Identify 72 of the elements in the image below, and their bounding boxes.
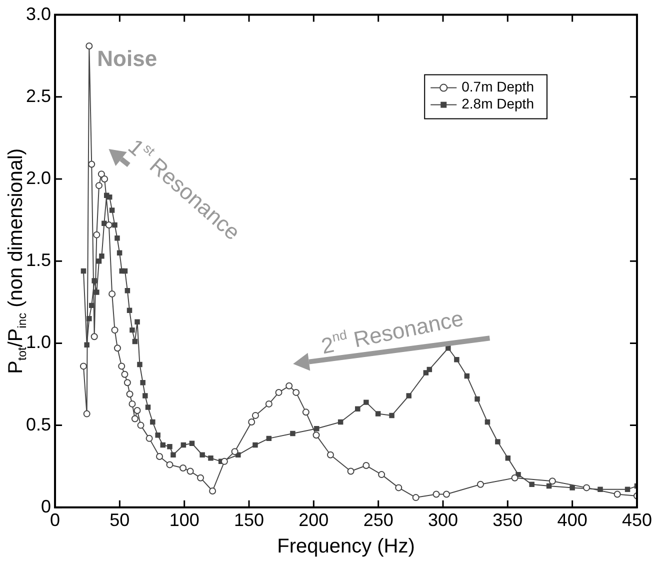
point bbox=[326, 451, 334, 458]
point bbox=[286, 382, 293, 390]
point bbox=[477, 480, 484, 488]
point bbox=[220, 458, 228, 465]
y-tick-label: 0.5 bbox=[26, 414, 52, 434]
point bbox=[131, 415, 138, 422]
point bbox=[186, 468, 194, 475]
point bbox=[126, 390, 134, 398]
x-tick-label: 100 bbox=[169, 510, 200, 530]
point bbox=[180, 464, 187, 472]
point bbox=[128, 400, 136, 408]
y-tick-label: 2.5 bbox=[26, 86, 52, 106]
point bbox=[108, 290, 116, 298]
annotation: Noise bbox=[97, 46, 158, 71]
legend-label: 2.8m Depth bbox=[462, 96, 534, 112]
point bbox=[362, 462, 370, 470]
point bbox=[312, 432, 320, 439]
y-tick-label: 0 bbox=[41, 496, 52, 516]
point bbox=[121, 370, 128, 378]
point bbox=[80, 362, 87, 370]
point bbox=[583, 484, 590, 492]
point bbox=[347, 468, 354, 475]
point bbox=[166, 461, 174, 468]
point bbox=[93, 231, 100, 238]
x-tick-label: 50 bbox=[110, 510, 130, 530]
point bbox=[156, 453, 164, 460]
point bbox=[511, 474, 518, 482]
y-tick-label: 2.0 bbox=[26, 168, 52, 188]
point bbox=[197, 474, 204, 482]
point bbox=[124, 379, 131, 386]
point bbox=[252, 412, 259, 419]
point bbox=[101, 176, 108, 182]
point bbox=[442, 490, 450, 498]
x-tick-label: 200 bbox=[298, 510, 329, 530]
point bbox=[395, 484, 402, 492]
point bbox=[292, 388, 300, 396]
point bbox=[378, 471, 386, 478]
point bbox=[105, 221, 112, 228]
point bbox=[209, 487, 216, 494]
point bbox=[614, 490, 621, 498]
point bbox=[275, 388, 282, 396]
x-tick-label: 300 bbox=[428, 510, 458, 530]
legend-label: 0.7m Depth bbox=[462, 78, 534, 95]
point bbox=[231, 448, 238, 456]
point bbox=[90, 333, 98, 340]
point bbox=[114, 344, 121, 352]
y-tick-label: 3.0 bbox=[26, 4, 52, 24]
annotation: 2nd Resonance bbox=[319, 306, 466, 359]
point bbox=[118, 362, 126, 370]
point bbox=[146, 434, 153, 442]
point bbox=[548, 478, 556, 485]
point bbox=[98, 170, 105, 178]
x-axis-title: Frequency (Hz) bbox=[277, 536, 415, 558]
point bbox=[412, 494, 420, 502]
x-tick-label: 250 bbox=[363, 510, 394, 530]
x-tick-label: 350 bbox=[492, 510, 523, 530]
point bbox=[95, 182, 102, 190]
point bbox=[432, 490, 440, 498]
y-tick-label: 1.0 bbox=[26, 332, 52, 352]
point bbox=[248, 418, 256, 426]
point bbox=[111, 326, 118, 334]
x-tick-label: 150 bbox=[234, 510, 264, 530]
point bbox=[265, 400, 272, 408]
point bbox=[134, 407, 141, 414]
x-tick-label: 400 bbox=[557, 510, 588, 530]
y-tick-label: 1.5 bbox=[26, 250, 52, 270]
point bbox=[86, 42, 93, 50]
x-tick-label: 450 bbox=[622, 510, 652, 530]
point bbox=[88, 160, 96, 168]
point bbox=[302, 408, 310, 416]
point bbox=[137, 422, 144, 429]
point bbox=[83, 410, 90, 418]
